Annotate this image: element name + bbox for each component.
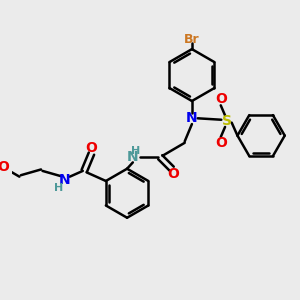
Text: O: O <box>215 92 227 106</box>
Text: Br: Br <box>184 32 200 46</box>
Text: O: O <box>167 167 179 182</box>
Text: N: N <box>58 172 70 187</box>
Text: H: H <box>130 146 140 156</box>
Text: O: O <box>215 136 227 150</box>
Text: O: O <box>0 160 10 174</box>
Text: O: O <box>85 141 98 155</box>
Text: H: H <box>54 183 64 193</box>
Text: N: N <box>127 150 139 164</box>
Text: N: N <box>186 111 198 125</box>
Text: S: S <box>221 114 232 128</box>
